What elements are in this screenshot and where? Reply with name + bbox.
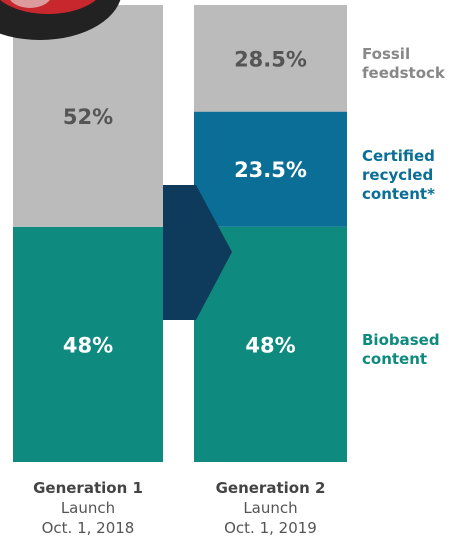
value-label: 28.5%: [234, 47, 307, 71]
legend-entry: Certified recycled content*: [362, 147, 454, 204]
category-name: Generation 1: [8, 478, 168, 498]
category-sublabel: Oct. 1, 2018: [8, 518, 168, 538]
category-sublabel: Launch: [8, 498, 168, 518]
value-label: 52%: [63, 105, 113, 129]
category-sublabel: Oct. 1, 2019: [191, 518, 351, 538]
category-name: Generation 2: [191, 478, 351, 498]
legend-entry: Fossil feedstock: [362, 45, 454, 83]
value-label: 48%: [245, 333, 295, 357]
value-label: 48%: [63, 333, 113, 357]
category-sublabel: Launch: [191, 498, 351, 518]
legend-entry: Biobased content: [362, 331, 454, 369]
value-label: 23.5%: [234, 158, 307, 182]
page: {"chart_data": {"type": "stacked-bar", "…: [0, 0, 461, 543]
